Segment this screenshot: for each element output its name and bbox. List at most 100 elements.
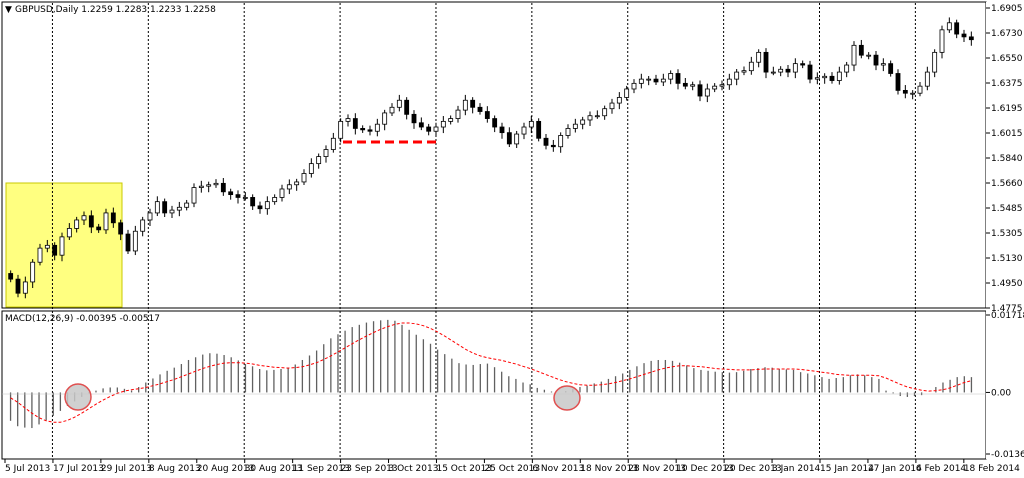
date-tick-label: 23 Sep 2013: [341, 464, 398, 474]
candle-body: [389, 106, 395, 114]
date-tick-label: 18 Nov 2013: [580, 464, 638, 474]
candle-body: [338, 120, 344, 139]
candle-body: [704, 88, 710, 97]
candle-body: [264, 201, 270, 210]
candle-body: [44, 244, 50, 249]
right-axis-border: [986, 2, 1022, 459]
date-tick-label: 27 Jan 2014: [868, 464, 922, 474]
price-tick-label: 1.6015: [991, 129, 1023, 139]
candle-body: [646, 78, 652, 81]
candle-body: [528, 120, 534, 128]
candle-body: [279, 188, 285, 198]
date-tick-label: 15 Jan 2014: [820, 464, 874, 474]
candle-body: [301, 173, 307, 183]
date-tick-label: 5 Jul 2013: [5, 464, 50, 474]
candle-body: [162, 201, 168, 214]
candle-body: [594, 115, 600, 118]
price-tick-label: 1.4950: [991, 279, 1023, 289]
candle-body: [924, 71, 930, 87]
candle-body: [492, 118, 498, 128]
price-tick-label: 1.5485: [991, 204, 1023, 214]
candle-body: [602, 108, 608, 117]
title-arrow[interactable]: ▼: [5, 5, 12, 15]
candle-body: [631, 82, 637, 90]
candle-body: [587, 115, 593, 121]
candle-body: [807, 64, 813, 80]
price-tick-label: 1.6195: [991, 104, 1023, 114]
candle-body: [726, 78, 732, 86]
candle-body: [374, 123, 380, 132]
candle-body: [609, 102, 615, 110]
candle-body: [118, 222, 124, 235]
date-tick-label: 20 Dec 2013: [724, 464, 782, 474]
price-tick-label: 1.4775: [991, 304, 1023, 314]
date-tick-label: 11 Sep 2013: [293, 464, 350, 474]
candle-body: [866, 54, 872, 57]
candle-body: [624, 88, 630, 98]
date-tick-label: 10 Dec 2013: [676, 464, 734, 474]
date-tick-label: 8 Aug 2013: [149, 464, 201, 474]
candle-body: [110, 212, 116, 224]
macd-tick-label: -0.01366: [991, 450, 1024, 460]
candle-body: [426, 126, 432, 132]
date-tick-label: 3 Oct 2013: [389, 464, 439, 474]
candle-body: [8, 273, 14, 280]
candle-body: [257, 205, 263, 210]
candle-body: [272, 197, 278, 203]
date-tick-label: 6 Nov 2013: [532, 464, 584, 474]
candle-body: [132, 230, 138, 252]
macd-title: MACD(12,26,9) -0.00395 -0.00517: [5, 314, 160, 324]
macd-tick-label: 0.01718: [991, 311, 1024, 321]
candle-body: [96, 226, 102, 231]
candle-body: [235, 194, 241, 198]
candle-body: [176, 206, 182, 211]
candle-body: [961, 33, 967, 38]
candle-body: [360, 128, 366, 131]
candle-body: [814, 77, 820, 80]
candle-body: [580, 119, 586, 125]
candle-body: [851, 44, 857, 66]
date-tick-label: 15 Oct 2013: [436, 464, 492, 474]
candle-body: [748, 61, 754, 72]
candle-body: [536, 120, 542, 139]
candle-body: [675, 73, 681, 84]
candle-body: [66, 228, 72, 238]
candle-body: [660, 78, 666, 83]
candle-body: [543, 137, 549, 146]
candle-body: [440, 120, 446, 128]
candle-body: [330, 137, 336, 150]
candle-body: [506, 132, 512, 145]
candle-body: [294, 181, 300, 186]
date-tick-label: 3 Jan 2014: [772, 464, 820, 474]
candle-body: [741, 70, 747, 73]
candle-body: [558, 135, 564, 148]
candle-body: [778, 68, 784, 73]
macd-tick-label: 0.00: [991, 388, 1011, 398]
date-tick-label: 18 Feb 2014: [964, 464, 1020, 474]
macd-signal-line: [10, 322, 972, 423]
candle-body: [829, 75, 835, 81]
candle-body: [30, 261, 36, 283]
date-tick-label: 17 Jul 2013: [53, 464, 104, 474]
candle-body: [954, 22, 960, 35]
price-tick-label: 1.5840: [991, 154, 1023, 164]
price-tick-label: 1.6905: [991, 4, 1023, 14]
candle-body: [880, 63, 886, 66]
price-tick-label: 1.5660: [991, 179, 1023, 189]
candle-body: [169, 209, 175, 214]
candle-body: [52, 244, 58, 256]
candle-body: [103, 212, 109, 231]
candle-body: [836, 71, 842, 81]
candle-body: [455, 109, 461, 119]
candle-body: [939, 29, 945, 53]
candle-body: [682, 82, 688, 87]
price-axis-labels: 1.6905 1.6730 1.6550 1.6375 1.6195 1.6015 1.58…: [986, 4, 1023, 314]
macd-circle-2: [553, 385, 581, 411]
candle-body: [521, 126, 527, 135]
candle-body: [191, 187, 197, 204]
candle-body: [470, 99, 476, 108]
chart-title: GBPUSD,Daily 1.2259 1.2283 1.2233 1.2258: [15, 5, 216, 15]
candle-body: [462, 99, 468, 111]
